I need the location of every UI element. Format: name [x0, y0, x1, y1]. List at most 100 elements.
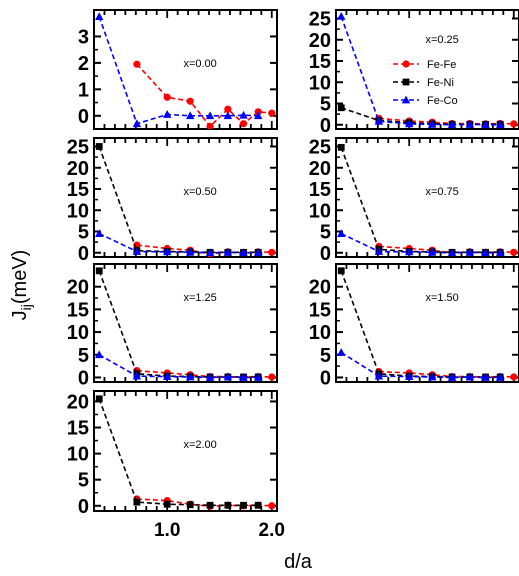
panel-frame: [93, 137, 278, 258]
series-line-Fe-Fe: [136, 63, 272, 128]
series-group: [337, 267, 518, 381]
point-Fe-Fe: [268, 502, 276, 510]
point-Fe-Co: [163, 372, 172, 380]
point-Fe-Co: [337, 11, 346, 20]
legend-marker: [402, 78, 410, 86]
y-tick-label: 15: [309, 179, 331, 201]
y-tick-label: 10: [309, 200, 331, 222]
series-line-Fe-Co: [340, 232, 501, 254]
series-line-Fe-Ni: [340, 147, 501, 254]
y-tick-label: 5: [320, 222, 331, 244]
y-tick-label: 25: [309, 9, 331, 31]
y-tick-label: 5: [78, 345, 89, 367]
y-tick-label: 10: [67, 322, 89, 344]
y-tick-label: 15: [309, 51, 331, 73]
series-line-Fe-Ni: [340, 270, 501, 378]
y-tick-label: 20: [67, 158, 89, 180]
point-Fe-Co: [405, 119, 414, 128]
panel-label: x=0.25: [425, 34, 458, 46]
point-Fe-Co: [405, 372, 414, 380]
series-group: [337, 11, 518, 129]
legend-marker: [402, 60, 410, 68]
y-tick-label: 3: [78, 26, 89, 48]
point-Fe-Co: [132, 247, 142, 255]
point-Fe-Co: [447, 248, 457, 257]
point-Fe-Co: [239, 373, 248, 381]
point-Fe-Co: [374, 116, 384, 125]
point-Fe-Co: [481, 120, 490, 129]
point-Fe-Co: [239, 248, 248, 257]
point-Fe-Co: [186, 247, 195, 256]
y-tick-label: 15: [67, 299, 89, 321]
point-Fe-Fe: [186, 97, 194, 105]
y-axis-title-main: J: [9, 310, 31, 320]
y-tick-label: 10: [67, 444, 89, 466]
point-Fe-Ni: [337, 104, 345, 112]
panel-label: x=1.25: [183, 292, 216, 304]
panel-frame: [93, 390, 278, 512]
point-Fe-Co: [253, 373, 263, 381]
point-Fe-Co: [239, 110, 248, 119]
y-tick-label: 25: [67, 137, 89, 159]
y-tick-label: 20: [67, 277, 89, 299]
y-tick-label: 10: [309, 72, 331, 94]
point-Fe-Co: [495, 248, 505, 257]
point-Fe-Ni: [206, 501, 214, 509]
y-tick-label: 15: [67, 179, 89, 201]
panel-frame: [335, 9, 519, 130]
series-line-Fe-Ni: [98, 270, 259, 378]
y-axis-title: Jij(meV): [9, 250, 34, 321]
point-Fe-Co: [481, 373, 490, 381]
point-Fe-Ni: [337, 267, 345, 275]
point-Fe-Co: [428, 372, 437, 381]
y-tick-label: 0: [78, 243, 89, 265]
y-tick-label: 10: [309, 322, 331, 344]
panel-label: x=2.00: [183, 439, 216, 451]
series-group: [95, 12, 276, 129]
point-Fe-Ni: [254, 501, 262, 509]
legend-marker: [401, 95, 411, 104]
panels: 0123x=0.000510152025x=0.25Fe-FeFe-NiFe-C…: [67, 9, 519, 541]
point-Fe-Co: [95, 229, 104, 238]
y-tick-label: 1: [78, 79, 89, 101]
point-Fe-Co: [374, 247, 384, 255]
point-Fe-Co: [186, 111, 195, 120]
point-Fe-Co: [132, 119, 142, 128]
point-Fe-Co: [253, 111, 263, 120]
series-group: [95, 267, 276, 381]
y-tick-label: 0: [78, 496, 89, 518]
series-line-Fe-Co: [340, 351, 501, 379]
point-Fe-Ni: [95, 395, 103, 403]
point-Fe-Co: [428, 247, 437, 256]
x-axis-title: d/a: [284, 551, 313, 573]
point-Fe-Co: [465, 372, 475, 381]
point-Fe-Fe: [510, 120, 518, 128]
series-line-Fe-Ni: [98, 398, 259, 507]
panel-frame: [93, 263, 278, 383]
series-line-Fe-Co: [340, 16, 501, 126]
panel-frame: [335, 137, 519, 258]
y-axis-title-sub: ij: [18, 304, 34, 310]
panel-label: x=0.00: [183, 58, 216, 70]
point-Fe-Co: [337, 348, 346, 356]
point-Fe-Ni: [186, 501, 194, 509]
y-tick-label: 5: [78, 222, 89, 244]
legend-label: Fe-Fe: [427, 59, 456, 71]
panel-x=0.00: 0 1 2 3 x=0.00: [78, 9, 278, 130]
point-Fe-Co: [205, 111, 215, 120]
point-Fe-Co: [95, 12, 104, 21]
y-tick-label: 15: [309, 299, 331, 321]
point-Fe-Co: [374, 371, 384, 380]
y-axis-title-unit: (meV): [9, 250, 31, 304]
panel-label: x=0.50: [183, 186, 216, 198]
point-Fe-Fe: [133, 60, 141, 68]
panel-frame: [335, 263, 519, 383]
point-Fe-Co: [95, 350, 104, 359]
point-Fe-Co: [205, 248, 215, 257]
point-Fe-Co: [132, 371, 142, 380]
point-Fe-Fe: [239, 120, 248, 128]
point-Fe-Co: [447, 373, 457, 381]
y-tick-label: 10: [67, 200, 89, 222]
